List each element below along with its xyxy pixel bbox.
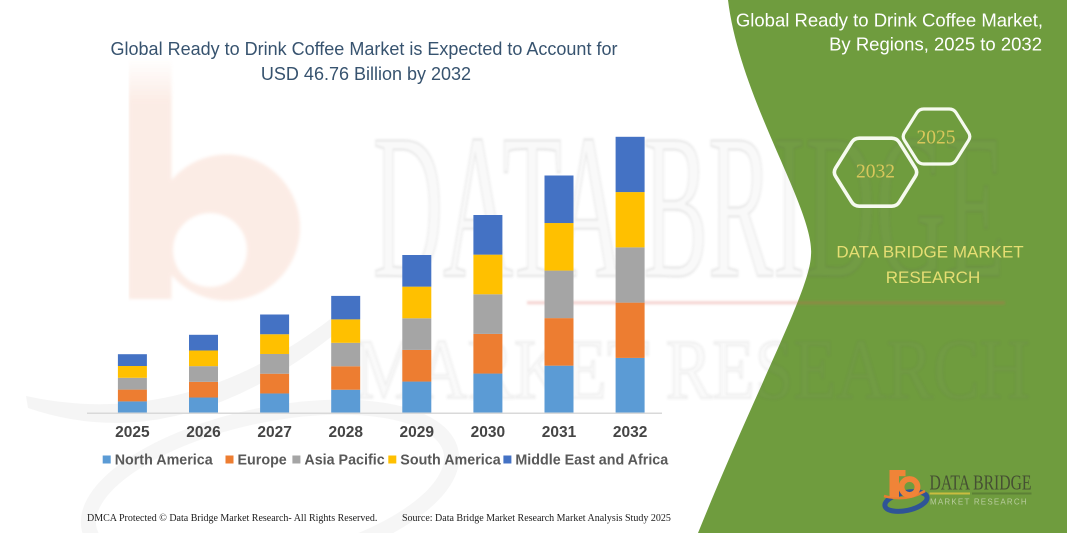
- svg-text:DMCA Protected © Data Bridge M: DMCA Protected © Data Bridge Market Rese…: [87, 513, 377, 524]
- svg-text:By Regions, 2025 to 2032: By Regions, 2025 to 2032: [829, 34, 1042, 55]
- svg-text:South America: South America: [400, 453, 501, 469]
- svg-text:2026: 2026: [186, 424, 221, 441]
- svg-text:2029: 2029: [400, 424, 435, 441]
- svg-text:2025: 2025: [115, 424, 150, 441]
- svg-text:North America: North America: [115, 453, 214, 469]
- svg-text:Source: Data Bridge Market Res: Source: Data Bridge Market Research Mark…: [402, 513, 671, 524]
- svg-text:RESEARCH: RESEARCH: [886, 268, 980, 287]
- svg-text:DATA BRIDGE: DATA BRIDGE: [373, 93, 1005, 321]
- svg-text:Middle East and Africa: Middle East and Africa: [515, 453, 669, 469]
- svg-text:Global Ready to Drink Coffee M: Global Ready to Drink Coffee Market is E…: [111, 39, 618, 59]
- svg-text:2027: 2027: [257, 424, 291, 441]
- svg-text:2032: 2032: [613, 424, 647, 441]
- svg-text:2025: 2025: [917, 128, 956, 149]
- svg-text:Europe: Europe: [238, 453, 287, 469]
- svg-text:MARKET RESEARCH: MARKET RESEARCH: [355, 321, 1030, 417]
- svg-text:2028: 2028: [328, 424, 363, 441]
- svg-text:2032: 2032: [856, 162, 895, 183]
- svg-text:DATA BRIDGE: DATA BRIDGE: [930, 471, 1032, 495]
- svg-text:MARKET RESEARCH: MARKET RESEARCH: [930, 498, 1028, 507]
- svg-text:Asia Pacific: Asia Pacific: [304, 453, 384, 469]
- svg-text:DATA BRIDGE MARKET: DATA BRIDGE MARKET: [836, 243, 1023, 262]
- svg-text:USD 46.76 Billion by 2032: USD 46.76 Billion by 2032: [261, 64, 471, 84]
- svg-text:2031: 2031: [542, 424, 577, 441]
- svg-text:2030: 2030: [471, 424, 505, 441]
- svg-text:Global Ready to Drink Coffee M: Global Ready to Drink Coffee Market,: [736, 10, 1043, 31]
